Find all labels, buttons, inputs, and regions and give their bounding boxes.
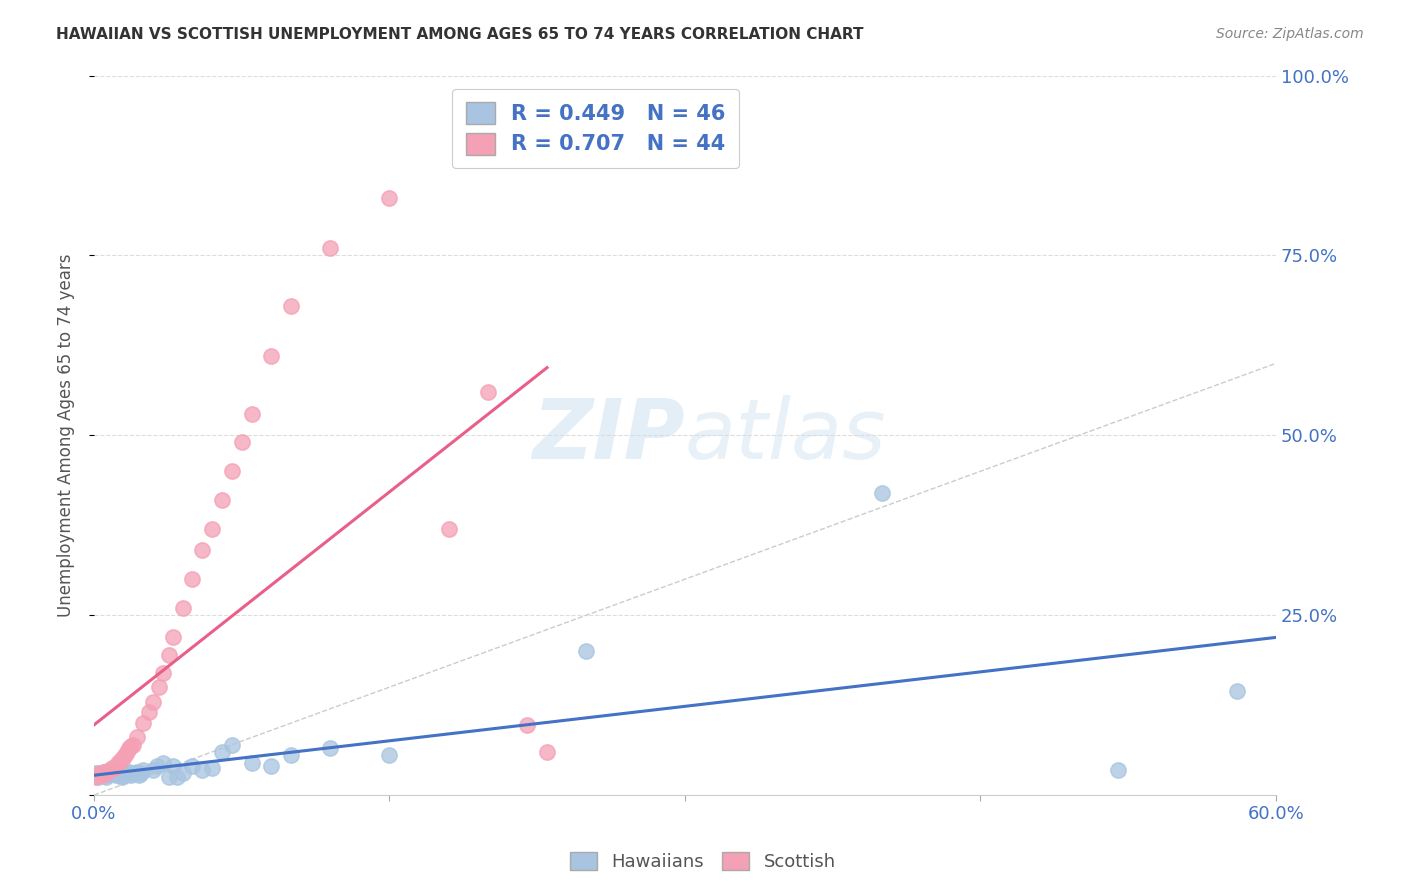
- Point: [157, 770, 180, 784]
- Text: HAWAIIAN VS SCOTTISH UNEMPLOYMENT AMONG AGES 65 TO 74 YEARS CORRELATION CHART: HAWAIIAN VS SCOTTISH UNEMPLOYMENT AMONG …: [56, 27, 863, 42]
- Point: [260, 759, 283, 773]
- Point: [89, 766, 111, 780]
- Point: [1107, 763, 1129, 777]
- Point: [536, 745, 558, 759]
- Point: [211, 745, 233, 759]
- Point: [118, 765, 141, 780]
- Point: [122, 738, 145, 752]
- Point: [201, 522, 224, 536]
- Point: [97, 768, 120, 782]
- Point: [221, 738, 243, 752]
- Point: [87, 770, 110, 784]
- Point: [516, 717, 538, 731]
- Point: [138, 706, 160, 720]
- Point: [104, 759, 127, 773]
- Point: [103, 761, 125, 775]
- Point: [1225, 683, 1247, 698]
- Point: [319, 741, 342, 756]
- Point: [191, 763, 214, 777]
- Point: [280, 299, 302, 313]
- Point: [240, 756, 263, 770]
- Point: [84, 766, 107, 780]
- Point: [181, 572, 204, 586]
- Point: [112, 766, 135, 780]
- Point: [107, 764, 129, 779]
- Point: [172, 766, 194, 780]
- Legend: R = 0.449   N = 46, R = 0.707   N = 44: R = 0.449 N = 46, R = 0.707 N = 44: [453, 89, 738, 169]
- Point: [201, 761, 224, 775]
- Point: [98, 766, 121, 780]
- Point: [112, 750, 135, 764]
- Point: [117, 745, 139, 759]
- Point: [319, 241, 342, 255]
- Y-axis label: Unemployment Among Ages 65 to 74 years: Unemployment Among Ages 65 to 74 years: [58, 253, 75, 617]
- Point: [114, 768, 136, 782]
- Point: [107, 756, 129, 770]
- Point: [231, 435, 253, 450]
- Point: [114, 748, 136, 763]
- Point: [103, 766, 125, 780]
- Point: [378, 748, 401, 763]
- Point: [98, 763, 121, 777]
- Point: [124, 766, 146, 780]
- Point: [280, 748, 302, 763]
- Point: [240, 407, 263, 421]
- Text: Source: ZipAtlas.com: Source: ZipAtlas.com: [1216, 27, 1364, 41]
- Point: [104, 768, 127, 782]
- Point: [94, 770, 117, 784]
- Point: [87, 768, 110, 782]
- Point: [211, 493, 233, 508]
- Point: [157, 648, 180, 662]
- Text: atlas: atlas: [685, 395, 887, 475]
- Point: [108, 754, 131, 768]
- Text: ZIP: ZIP: [533, 395, 685, 475]
- Point: [117, 766, 139, 780]
- Point: [118, 741, 141, 756]
- Point: [181, 759, 204, 773]
- Point: [122, 766, 145, 780]
- Point: [110, 752, 132, 766]
- Point: [110, 770, 132, 784]
- Point: [260, 349, 283, 363]
- Point: [129, 766, 152, 780]
- Point: [100, 765, 122, 780]
- Point: [162, 630, 184, 644]
- Point: [90, 768, 112, 782]
- Point: [128, 768, 150, 782]
- Point: [152, 665, 174, 680]
- Point: [152, 756, 174, 770]
- Point: [94, 766, 117, 780]
- Point: [162, 759, 184, 773]
- Point: [142, 763, 165, 777]
- Point: [120, 768, 142, 782]
- Point: [127, 731, 149, 745]
- Point: [378, 191, 401, 205]
- Point: [127, 765, 149, 780]
- Point: [90, 768, 112, 782]
- Point: [221, 464, 243, 478]
- Point: [437, 522, 460, 536]
- Point: [97, 764, 120, 779]
- Point: [93, 765, 115, 780]
- Point: [84, 770, 107, 784]
- Point: [142, 694, 165, 708]
- Point: [575, 644, 598, 658]
- Point: [172, 601, 194, 615]
- Point: [120, 739, 142, 753]
- Point: [100, 761, 122, 775]
- Point: [166, 770, 188, 784]
- Point: [870, 486, 893, 500]
- Legend: Hawaiians, Scottish: Hawaiians, Scottish: [562, 845, 844, 879]
- Point: [132, 716, 155, 731]
- Point: [146, 759, 169, 773]
- Point: [93, 765, 115, 780]
- Point: [148, 680, 170, 694]
- Point: [108, 768, 131, 782]
- Point: [89, 766, 111, 780]
- Point: [477, 385, 499, 400]
- Point: [191, 543, 214, 558]
- Point: [132, 763, 155, 777]
